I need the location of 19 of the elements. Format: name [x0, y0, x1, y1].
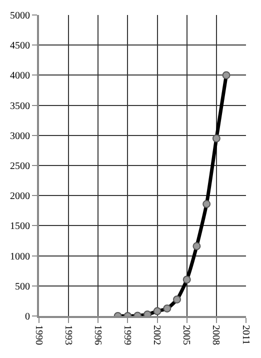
x-tick-label: 1996: [92, 325, 103, 345]
y-tick-label: 3000: [10, 130, 30, 142]
x-tick-label: 2002: [151, 325, 162, 345]
y-tick-label: 500: [15, 281, 30, 292]
y-tick-label: 1500: [10, 221, 30, 232]
y-tick-label: 3500: [10, 100, 30, 112]
x-tick-label: 2005: [180, 325, 192, 345]
y-tick-label: 2500: [10, 161, 30, 172]
x-tick-label: 1990: [32, 325, 44, 345]
y-tick-label: 1000: [10, 251, 30, 262]
y-tick-label: 4500: [10, 40, 30, 52]
y-tick-label: 4000: [10, 70, 30, 82]
x-tick-label: 2011: [240, 325, 251, 345]
x-tick-label: 2008: [210, 325, 222, 345]
x-tick-label: 1993: [62, 325, 74, 345]
x-tick-label: 1999: [121, 325, 132, 345]
y-tick-label: 0: [25, 312, 30, 322]
y-tick-label: 2000: [10, 191, 30, 202]
y-tick-label: 5000: [10, 10, 30, 22]
